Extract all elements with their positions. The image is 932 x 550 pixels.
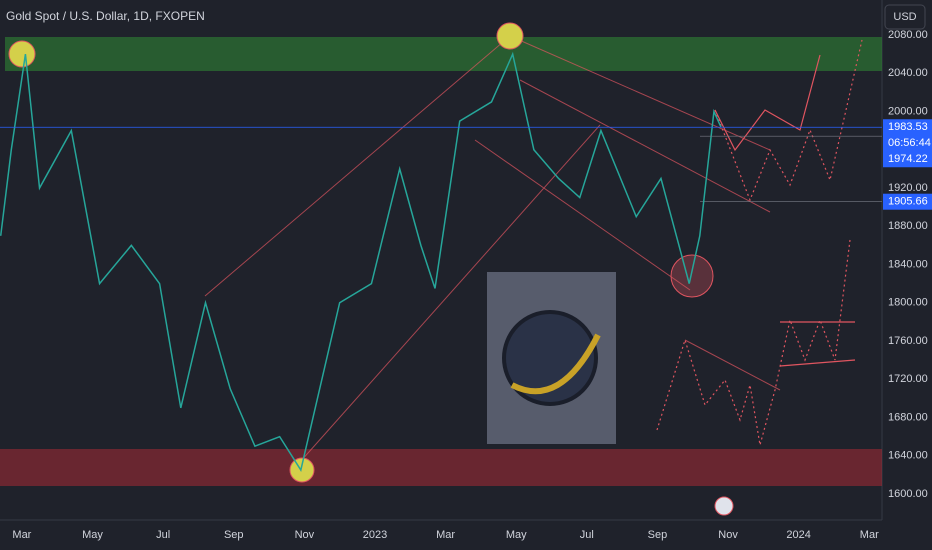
trendlines <box>204 35 781 463</box>
marker <box>496 22 524 50</box>
logo-swoosh <box>510 333 601 395</box>
y-tick-label: 2040.00 <box>888 67 928 79</box>
x-tick-label: Sep <box>224 529 244 541</box>
support-zone <box>0 449 882 486</box>
y-tick-label: 1760.00 <box>888 335 928 347</box>
x-tick-label: 2023 <box>363 529 387 541</box>
countdown: 06:56:44 <box>888 137 931 149</box>
marker <box>8 40 36 68</box>
price-label-box <box>883 152 932 168</box>
x-tick-label: 2024 <box>786 529 810 541</box>
price-line <box>0 51 722 473</box>
y-tick-label: 1680.00 <box>888 411 928 423</box>
y-tick-label: 1640.00 <box>888 450 928 462</box>
x-tick-label: Nov <box>295 529 315 541</box>
y-tick-label: 1920.00 <box>888 182 928 194</box>
event-icon[interactable] <box>714 496 734 516</box>
x-tick-label: Sep <box>648 529 668 541</box>
currency-button[interactable] <box>884 4 926 30</box>
currency[interactable]: USD <box>893 11 916 23</box>
x-tick-label: Mar <box>12 529 31 541</box>
y-tick-label: 1880.00 <box>888 220 928 232</box>
price-axis <box>882 0 932 520</box>
marker <box>670 254 714 298</box>
y-tick-label: 1720.00 <box>888 373 928 385</box>
x-tick-label: Jul <box>156 529 170 541</box>
y-tick-label: 1840.00 <box>888 258 928 270</box>
x-tick-label: May <box>82 529 103 541</box>
x-tick-label: May <box>506 529 527 541</box>
level-a-label: 1974.22 <box>888 153 928 165</box>
x-tick-label: Jul <box>580 529 594 541</box>
resistance-zone <box>5 37 882 71</box>
logo <box>502 310 598 406</box>
x-tick-label: Mar <box>436 529 455 541</box>
marker <box>289 457 315 483</box>
x-tick-label: Mar <box>860 529 879 541</box>
last-price: 1983.53 <box>888 121 928 133</box>
price-label-box <box>883 193 932 210</box>
y-tick-label: 2080.00 <box>888 29 928 41</box>
level-b-label: 1905.66 <box>888 196 928 208</box>
projections <box>656 39 863 446</box>
x-tick-label: Nov <box>718 529 738 541</box>
y-tick-label: 1800.00 <box>888 297 928 309</box>
y-tick-label: 1600.00 <box>888 488 928 500</box>
chart-title: Gold Spot / U.S. Dollar, 1D, FXOPEN <box>6 9 205 23</box>
y-tick-label: 2000.00 <box>888 105 928 117</box>
